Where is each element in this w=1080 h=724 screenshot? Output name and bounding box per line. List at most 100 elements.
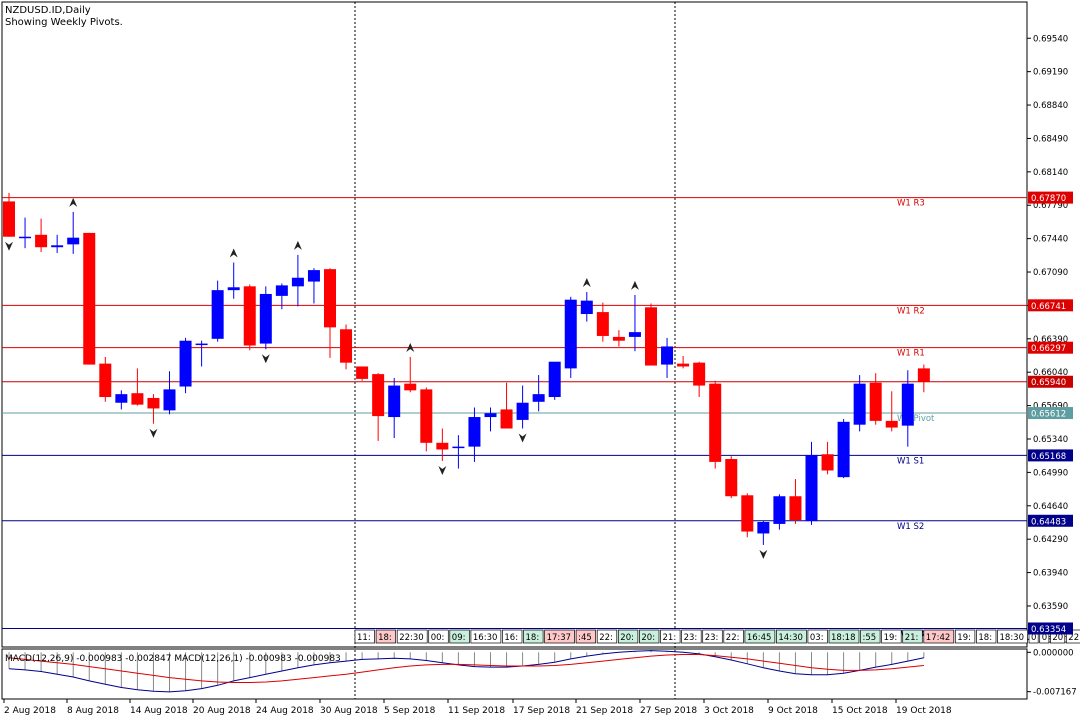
- session-cell-5: [470, 629, 502, 644]
- fractal-up-arrow-4: [69, 197, 78, 207]
- pivot-line-label-1: W1 R2: [897, 306, 925, 316]
- fractal-down-arrow-32: [518, 433, 527, 443]
- candle-body-22: [356, 366, 369, 379]
- candle-body-36: [580, 300, 593, 315]
- candle-body-56: [901, 383, 914, 426]
- session-cell-13: [660, 629, 681, 644]
- pivot-line-label-4: W1 S1: [897, 456, 924, 466]
- y-tick-label-7: 0.67090: [1033, 268, 1068, 278]
- y-tick-label-3: 0.68490: [1033, 134, 1068, 144]
- candle-body-38: [612, 336, 625, 341]
- y-tick-label-17: 0.63590: [1033, 602, 1068, 612]
- session-cell-22: [881, 629, 902, 644]
- candle-body-21: [340, 329, 353, 363]
- session-cell-23: [902, 629, 923, 644]
- session-cell-text-20: 18:18: [831, 633, 856, 643]
- candle-body-9: [147, 397, 160, 409]
- y-tick-label-10: 0.66040: [1033, 368, 1068, 378]
- candle-body-34: [548, 361, 561, 398]
- session-cell-12: [639, 629, 660, 644]
- fractal-down-arrow-16: [261, 354, 270, 364]
- fractal-up-arrow-36: [582, 278, 591, 288]
- candle-body-27: [436, 442, 449, 450]
- session-cell-text-19: 03:: [810, 633, 824, 643]
- x-tick-label-8: 17 Sep 2018: [513, 706, 570, 716]
- x-tick-label-13: 15 Oct 2018: [832, 706, 888, 716]
- chart-frames: [1, 1, 1028, 700]
- candle-body-41: [661, 346, 674, 365]
- candle-body-7: [115, 394, 128, 403]
- candle-body-37: [596, 312, 609, 336]
- chart-symbol-title: NZDUSD.ID,Daily: [5, 5, 91, 16]
- session-cell-text-14: 23:: [684, 633, 698, 643]
- pivot-price-tag-6-text: 0.63354: [1031, 625, 1066, 635]
- fractal-up-arrow-14: [229, 248, 238, 258]
- y-tick-label-16: 0.63940: [1033, 569, 1068, 579]
- candle-body-11: [179, 340, 192, 387]
- session-cell-text-15: 23:: [705, 633, 719, 643]
- candle-body-1: [19, 236, 32, 239]
- x-tick-label-0: 2 Aug 2018: [4, 706, 56, 716]
- price-tag-labels: 0.67870 0.66741 0.66297 0.65612 0.65168 0.644…: [1028, 191, 1073, 635]
- candle-body-42: [677, 363, 690, 367]
- session-cell-text-2: 22:30: [399, 633, 424, 643]
- candle-body-17: [275, 285, 288, 296]
- week-separators: [354, 2, 676, 699]
- session-cell-text-18: 14:30: [778, 633, 803, 643]
- session-cell-17: [744, 629, 776, 644]
- pivot-price-tag-4-text: 0.65168: [1031, 452, 1066, 462]
- session-time-strip: 11: 18: 22:30 00: 09: 16:30 16: 18: 17:37:45 22: 2…: [354, 629, 1080, 644]
- pivot-price-tag-5-bg: [1028, 514, 1073, 527]
- y-tick-label-12: 0.65340: [1033, 435, 1068, 445]
- candle-body-16: [259, 293, 272, 344]
- candle-body-46: [741, 495, 754, 532]
- candle-body-54: [869, 382, 882, 421]
- macd-y-tick-label-1: -0.007167: [1033, 688, 1077, 698]
- fractal-up-arrow-25: [406, 342, 415, 352]
- session-cell-text-16: 22:: [726, 633, 740, 643]
- session-cell-text-17: 16:45: [747, 633, 772, 643]
- session-cell-text-0: 11:: [357, 633, 371, 643]
- x-tick-label-14: 19 Oct 2018: [896, 706, 952, 716]
- pivot-line-label-3: W1 Pivot: [897, 414, 935, 424]
- candle-body-4: [67, 237, 80, 245]
- session-cell-text-5: 16:30: [473, 633, 498, 643]
- fractal-arrows: [5, 197, 768, 559]
- macd-y-tick-label-0: 0.000000: [1033, 648, 1074, 658]
- candle-body-57: [917, 368, 930, 382]
- candle-body-31: [500, 409, 513, 429]
- time-axis: 2 Aug 2018 8 Aug 2018 14 Aug 2018 20 Aug 20…: [3, 699, 952, 716]
- candle-body-44: [709, 383, 722, 462]
- candle-body-29: [468, 417, 481, 447]
- session-cell-text-22: 19:: [884, 633, 898, 643]
- main-plot-frame: [1, 1, 1028, 648]
- y-tick-label-9: 0.66390: [1033, 335, 1068, 345]
- x-tick-label-12: 9 Oct 2018: [768, 706, 818, 716]
- pivot-line-label-2: W1 R1: [897, 349, 925, 359]
- session-cell-text-24: 17:42: [926, 633, 951, 643]
- fractal-down-arrow-0: [5, 241, 13, 251]
- session-cell-27: [997, 629, 1028, 644]
- y-tick-label-5: 0.67790: [1033, 201, 1068, 211]
- session-cell-21: [860, 629, 881, 644]
- session-cell-text-4: 09:: [452, 633, 466, 643]
- session-cell-text-10: 22:: [599, 633, 613, 643]
- y-tick-label-13: 0.64990: [1033, 468, 1068, 478]
- candle-body-49: [789, 496, 802, 521]
- x-tick-label-11: 3 Oct 2018: [704, 706, 754, 716]
- pivot-price-tag-0-text: 0.67870: [1031, 194, 1066, 204]
- macd-main-line: [8, 650, 925, 693]
- macd-subwindow: 0.000000 -0.007167: [8, 648, 1077, 698]
- macd-signal-line: [8, 654, 924, 683]
- candle-body-6: [99, 363, 112, 398]
- session-cell-8: [544, 629, 575, 644]
- session-cell-text-28: 0: [1031, 633, 1036, 643]
- candle-body-52: [837, 421, 850, 478]
- candle-body-28: [452, 446, 465, 449]
- candle-body-8: [131, 393, 144, 405]
- session-cell-18: [776, 629, 807, 644]
- candle-body-48: [773, 496, 786, 524]
- candle-body-10: [163, 389, 176, 411]
